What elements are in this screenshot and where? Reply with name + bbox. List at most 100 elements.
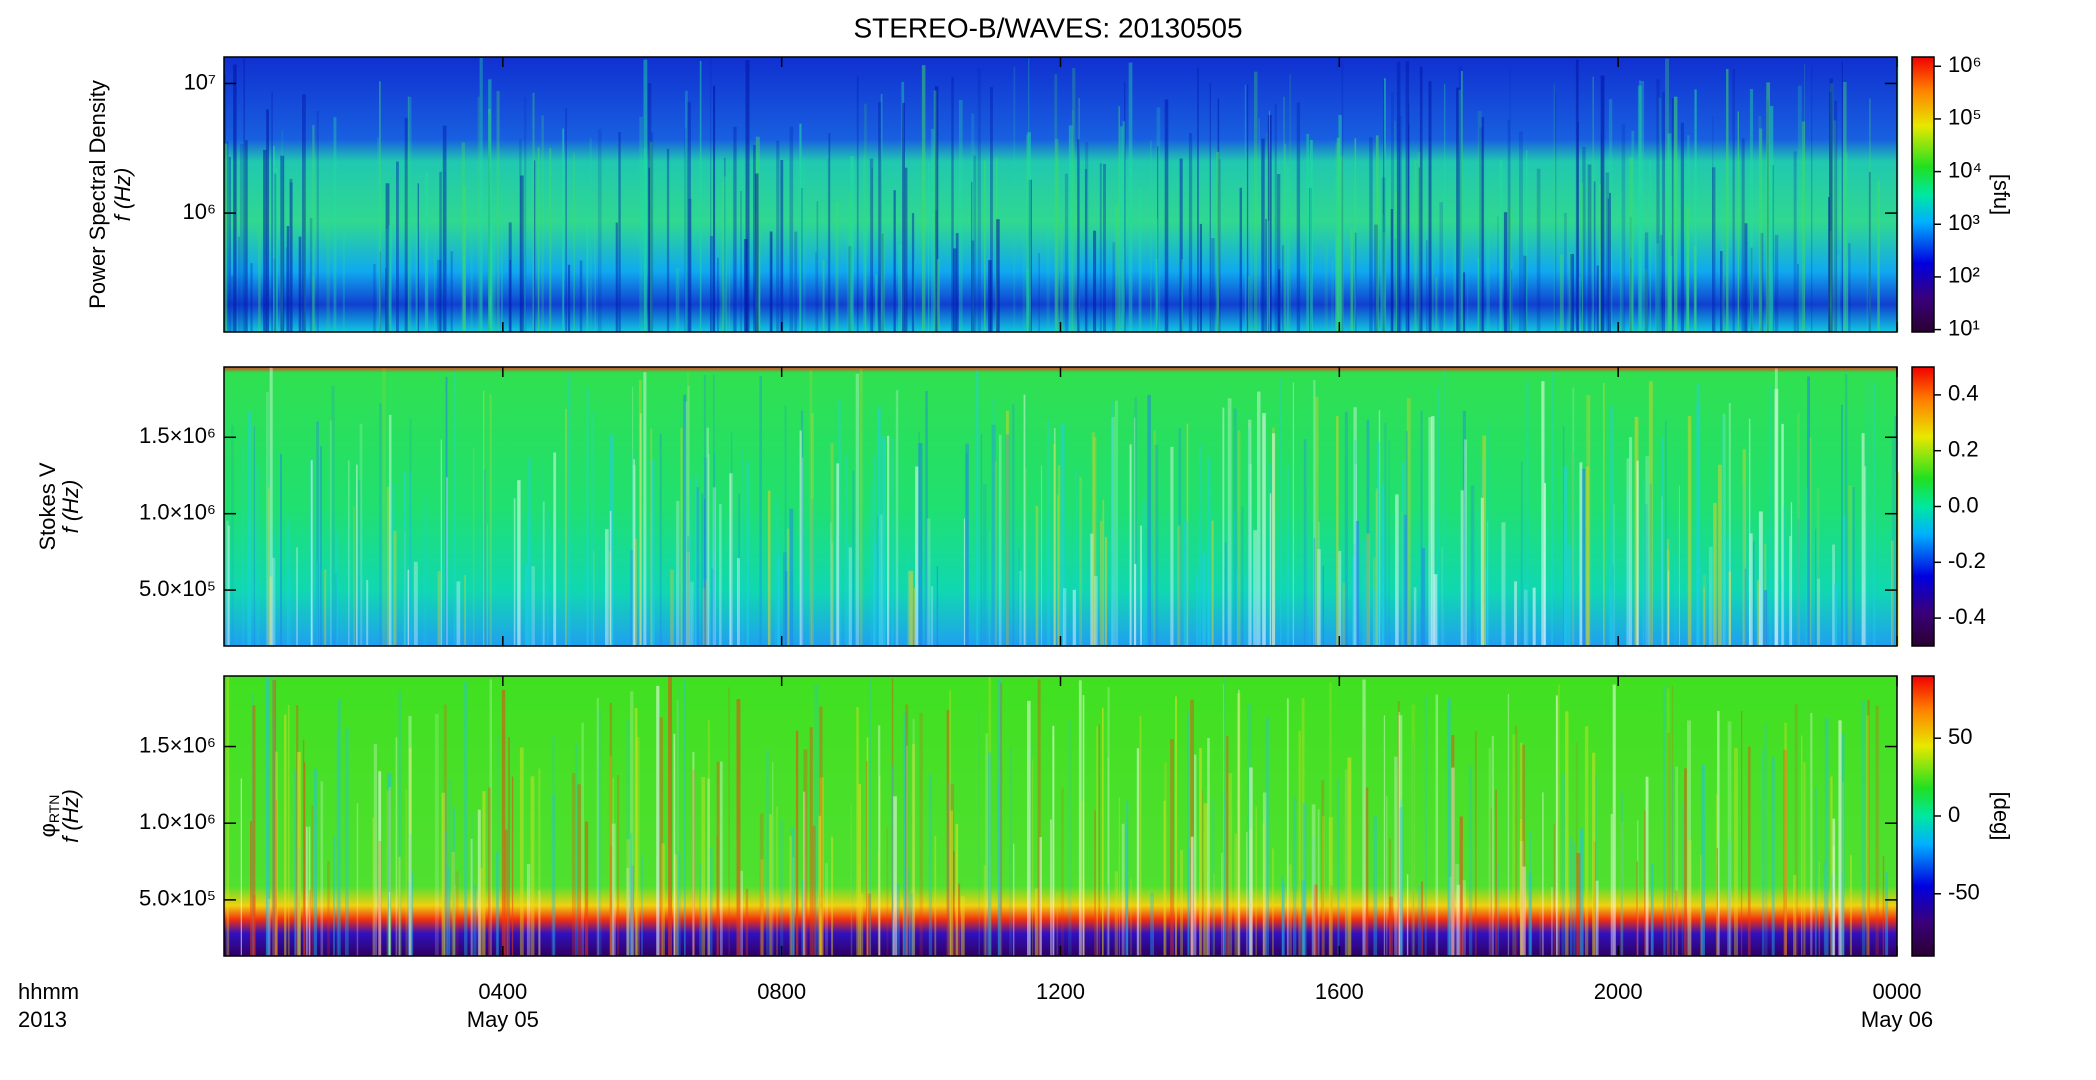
spectrogram-texture	[1428, 417, 1432, 646]
spectrogram-texture	[285, 247, 288, 332]
spectrogram-texture	[1181, 259, 1183, 332]
spectrogram-texture	[650, 459, 655, 646]
spectrogram-texture	[1575, 59, 1579, 332]
spectrogram-texture	[1732, 68, 1735, 333]
spectrogram-texture	[484, 469, 486, 646]
spectrogram-texture	[496, 91, 500, 332]
spectrogram-texture	[1797, 519, 1800, 646]
spectrogram-texture	[265, 677, 270, 956]
spectrogram-texture	[1764, 276, 1767, 332]
spectrogram-texture	[776, 140, 780, 332]
spectrogram-texture	[1412, 741, 1415, 956]
spectrogram-texture	[1669, 223, 1671, 332]
spectrogram-texture	[918, 443, 922, 646]
spectrogram-texture	[342, 208, 345, 332]
spectrogram-texture	[591, 412, 594, 646]
spectrogram-texture	[1565, 711, 1569, 956]
spectrogram-texture	[913, 588, 915, 646]
spectrogram-texture	[1539, 895, 1542, 956]
spectrogram-texture	[1376, 441, 1380, 646]
spectrogram-texture	[378, 841, 382, 956]
spectrogram-texture	[442, 125, 447, 332]
spectrogram-texture	[289, 178, 293, 332]
spectrogram-texture	[1005, 434, 1010, 646]
spectrogram-texture	[1891, 540, 1894, 646]
spectrogram-texture	[630, 550, 634, 646]
spectrogram-texture	[1561, 773, 1565, 956]
spectrogram-texture	[508, 737, 510, 956]
spectrogram-texture	[526, 864, 531, 956]
spectrogram-texture	[988, 752, 992, 956]
spectrogram-texture	[1257, 391, 1261, 646]
spectrogram-texture	[1239, 187, 1242, 332]
spectrogram-texture	[1526, 380, 1529, 646]
spectrogram-texture	[353, 506, 355, 646]
spectrogram-texture	[866, 737, 869, 956]
spectrogram-texture	[1026, 269, 1029, 332]
spectrogram-texture	[1238, 689, 1240, 956]
spectrogram-texture	[226, 141, 229, 332]
spectrogram-texture	[1309, 552, 1311, 646]
spectrogram-texture	[1413, 587, 1417, 646]
y-axis-label-subscript: RTN	[46, 795, 62, 824]
spectrogram-texture	[1060, 423, 1065, 646]
spectrogram-texture	[626, 719, 629, 956]
spectrogram-texture	[1129, 878, 1132, 956]
spectrogram-texture	[1341, 61, 1344, 333]
spectrogram-texture	[1629, 258, 1632, 332]
spectrogram-texture	[759, 376, 762, 646]
spectrogram-texture	[1282, 883, 1285, 956]
spectrogram-texture	[1551, 887, 1553, 956]
spectrogram-texture	[1809, 437, 1812, 646]
spectrogram-texture	[1658, 98, 1661, 332]
spectrogram-texture	[1262, 413, 1266, 646]
spectrogram-texture	[688, 198, 692, 332]
spectrogram-texture	[552, 735, 555, 956]
spectrogram-texture	[250, 821, 253, 956]
spectrogram-texture	[676, 851, 681, 956]
spectrogram-texture	[1336, 137, 1340, 332]
spectrogram-texture	[1134, 417, 1136, 646]
spectrogram-texture	[659, 433, 662, 646]
x-date-label: May 05	[467, 1007, 539, 1032]
spectrogram-texture	[724, 157, 726, 332]
spectrogram-texture	[1643, 482, 1646, 646]
spectrogram-texture	[991, 424, 996, 646]
spectrogram-texture	[1013, 66, 1016, 332]
spectrogram-texture	[407, 881, 411, 956]
spectrogram-texture	[951, 76, 954, 333]
spectrogram-texture	[960, 896, 965, 956]
spectrogram-texture	[1867, 700, 1870, 956]
spectrogram-texture	[694, 475, 697, 646]
spectrogram-texture	[638, 379, 642, 646]
spectrogram-texture	[1154, 259, 1159, 332]
spectrogram-texture	[1667, 732, 1671, 956]
chart-title: STEREO-B/WAVES: 20130505	[853, 12, 1242, 43]
spectrogram-texture	[1555, 695, 1558, 956]
spectrogram-texture	[831, 542, 833, 646]
colorbar	[1911, 675, 1935, 957]
spectrogram-texture	[1107, 757, 1110, 956]
spectrogram-texture	[1126, 800, 1129, 956]
spectrogram-texture	[1380, 214, 1384, 332]
spectrogram-texture	[1183, 428, 1185, 646]
spectrogram-texture	[594, 217, 596, 332]
spectrogram-texture	[903, 730, 906, 956]
spectrogram-texture	[1431, 416, 1435, 646]
spectrogram-texture	[1796, 412, 1800, 646]
spectrogram-texture	[1520, 819, 1523, 956]
spectrogram-texture	[231, 425, 234, 646]
spectrogram-texture	[1201, 790, 1203, 956]
spectrogram-texture	[626, 839, 630, 956]
spectrogram-texture	[1091, 432, 1096, 646]
spectrogram-texture	[1194, 754, 1197, 956]
spectrogram-texture	[810, 413, 814, 646]
spectrogram-texture	[1673, 558, 1677, 646]
spectrogram-texture	[801, 879, 804, 956]
spectrogram-texture	[1666, 539, 1670, 646]
x-tick-label: 1200	[1036, 979, 1085, 1004]
spectrogram-texture	[490, 226, 494, 332]
spectrogram-texture	[1882, 856, 1885, 956]
spectrogram-texture	[1338, 551, 1342, 646]
